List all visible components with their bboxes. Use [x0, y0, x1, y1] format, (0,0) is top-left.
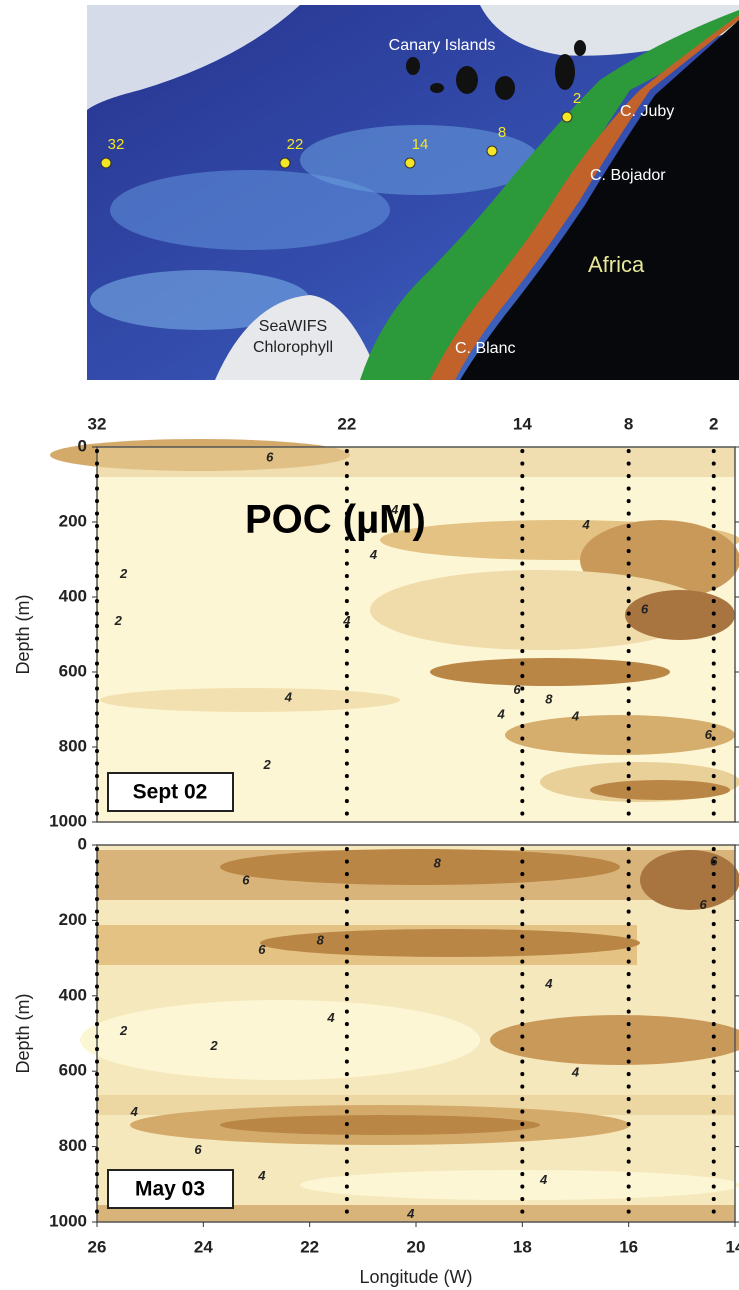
map-label: C. Blanc — [455, 340, 515, 357]
map-label: Chlorophyll — [253, 339, 333, 356]
contour-fill — [50, 439, 739, 822]
contour-label: 2 — [119, 566, 128, 581]
y-tick-label: 600 — [59, 661, 87, 680]
x-tick-label: 14 — [726, 1237, 739, 1256]
y-tick-label: 400 — [59, 586, 87, 605]
contour-label: 4 — [284, 690, 293, 705]
contour-fill — [80, 845, 739, 1222]
station-dot — [561, 111, 573, 123]
map-label: Canary Islands — [389, 37, 496, 54]
x-tick-label: 18 — [513, 1237, 532, 1256]
x-tick-label: 22 — [300, 1237, 319, 1256]
y-tick-label: 1000 — [49, 811, 87, 830]
contour-label: 8 — [545, 692, 553, 707]
x-tick-label: 24 — [194, 1237, 213, 1256]
contour-label: 4 — [544, 976, 553, 991]
x-tick-label: 26 — [88, 1237, 107, 1256]
satellite-map: Canary Islands C. Juby C. Bojador Africa… — [87, 5, 739, 380]
contour-label: 6 — [641, 602, 649, 617]
y-tick-label: 0 — [78, 834, 87, 853]
map-label: C. Juby — [620, 103, 674, 120]
station-dot — [404, 157, 416, 169]
contour-label: 2 — [114, 613, 123, 628]
contour-label: 4 — [369, 547, 378, 562]
y-tick-label: 600 — [59, 1061, 87, 1080]
contour-label: 6 — [258, 942, 266, 957]
contour-label: 2 — [119, 1023, 128, 1038]
station-label: 2 — [573, 90, 581, 107]
y-tick-label: 0 — [78, 436, 87, 455]
x-axis-label: Longitude (W) — [359, 1267, 472, 1287]
contour-label: 4 — [539, 1172, 548, 1187]
contour-label: 4 — [571, 1065, 580, 1080]
contour-label: 6 — [266, 450, 274, 465]
contour-label: 4 — [342, 613, 351, 628]
y-tick-label: 200 — [59, 511, 87, 530]
y-tick-label: 800 — [59, 1136, 87, 1155]
station-dot — [486, 145, 498, 157]
contour-label: 4 — [326, 1010, 335, 1025]
map-label: SeaWIFS — [259, 318, 327, 335]
station-label: 22 — [287, 136, 304, 153]
panel-label: Sept 02 — [133, 781, 208, 804]
contour-label: 2 — [209, 1038, 218, 1053]
contour-label: 4 — [406, 1206, 415, 1221]
y-tick-label: 400 — [59, 985, 87, 1004]
station-label: 2 — [709, 414, 718, 433]
contour-label: 4 — [390, 502, 399, 517]
y-tick-label: 800 — [59, 736, 87, 755]
panel-label: May 03 — [135, 1178, 205, 1201]
contour-label: 2 — [263, 757, 272, 772]
station-label: 22 — [337, 414, 356, 433]
contour-label: 6 — [705, 727, 713, 742]
station-label: 32 — [88, 414, 107, 433]
contour-label: 4 — [496, 707, 505, 722]
map-label: Africa — [588, 252, 645, 277]
station-label: 8 — [498, 124, 506, 141]
station-label: 32 — [108, 136, 125, 153]
station-label: 8 — [624, 414, 633, 433]
x-tick-label: 16 — [619, 1237, 638, 1256]
station-label: 14 — [513, 414, 532, 433]
station-dot — [100, 157, 112, 169]
station-label: 14 — [412, 136, 429, 153]
panel-labels: Sept 02 May 03 POC (µM) — [107, 498, 426, 1209]
x-tick-label: 20 — [407, 1237, 426, 1256]
contour-label: 6 — [242, 872, 250, 887]
contour-label: 8 — [434, 855, 442, 870]
contour-label: 6 — [710, 853, 718, 868]
contour-label: 6 — [513, 682, 521, 697]
contour-label: 6 — [699, 897, 707, 912]
contour-label: 4 — [130, 1104, 139, 1119]
chart-title: POC (µM) — [245, 498, 426, 542]
station-dot — [279, 157, 291, 169]
contour-label: 4 — [571, 708, 580, 723]
y-axis-label: Depth (m) — [13, 993, 33, 1073]
map-label: C. Bojador — [590, 167, 666, 184]
contour-label: 6 — [194, 1142, 202, 1157]
y-tick-label: 200 — [59, 910, 87, 929]
contour-label: 4 — [257, 1168, 266, 1183]
contour-label: 4 — [582, 517, 591, 532]
contour-label: 8 — [317, 933, 325, 948]
y-tick-label: 1000 — [49, 1211, 87, 1230]
y-axis-label: Depth (m) — [13, 594, 33, 674]
plot-frame — [96, 446, 736, 823]
